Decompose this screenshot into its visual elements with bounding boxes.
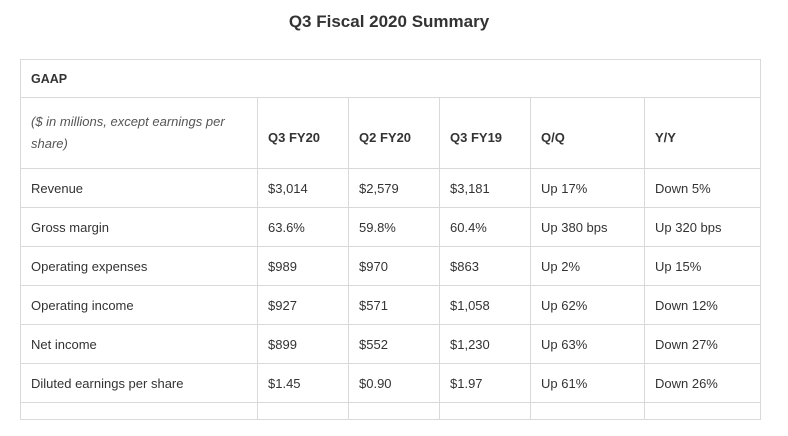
table-cell: $863 [439, 246, 531, 286]
table-cell: Down 5% [643, 168, 762, 208]
table-cell: $1,230 [439, 324, 531, 364]
summary-table: GAAP ($ in millions, except earnings per… [19, 59, 762, 420]
column-header: Q2 FY20 [348, 97, 440, 169]
table-cell: Up 2% [530, 246, 645, 286]
empty-cell [348, 402, 440, 420]
section-header-row: GAAP [19, 59, 762, 98]
table-cell: Up 15% [643, 246, 762, 286]
column-header: Q3 FY20 [257, 97, 349, 169]
column-header: Q3 FY19 [439, 97, 531, 169]
table-row: Net income $899 $552 $1,230 Up 63% Down … [20, 324, 762, 364]
table-cell: Up 62% [530, 285, 645, 325]
table-cell: $927 [257, 285, 349, 325]
table-cell: $970 [348, 246, 440, 286]
row-label: Operating income [20, 285, 258, 325]
table-cell: $571 [348, 285, 440, 325]
table-row: Operating expenses $989 $970 $863 Up 2% … [20, 246, 762, 286]
table-cell: Up 17% [530, 168, 645, 208]
table-cell: $989 [257, 246, 349, 286]
column-header: Y/Y [643, 97, 762, 169]
table-cell: Down 26% [643, 363, 762, 403]
row-label: Net income [20, 324, 258, 364]
page-title: Q3 Fiscal 2020 Summary [288, 12, 490, 31]
row-label: Diluted earnings per share [20, 363, 258, 403]
table-cell: Up 63% [530, 324, 645, 364]
empty-cell [439, 402, 531, 420]
column-header-row: ($ in millions, except earnings per shar… [20, 97, 762, 169]
table-row: Operating income $927 $571 $1,058 Up 62%… [20, 285, 762, 325]
table-cell: $1.45 [257, 363, 349, 403]
row-label: Revenue [20, 168, 258, 208]
table-row: Revenue $3,014 $2,579 $3,181 Up 17% Down… [20, 168, 762, 208]
table-cell: Down 27% [643, 324, 762, 364]
table-cell: $2,579 [348, 168, 440, 208]
table-cell: $899 [257, 324, 349, 364]
table-row: Gross margin 63.6% 59.8% 60.4% Up 380 bp… [20, 207, 762, 247]
table-row: Diluted earnings per share $1.45 $0.90 $… [20, 363, 762, 403]
column-header: Q/Q [530, 97, 645, 169]
empty-cell [20, 402, 258, 420]
table-cell: 63.6% [257, 207, 349, 247]
table-cell: Up 320 bps [643, 207, 762, 247]
table-cell: Up 380 bps [530, 207, 645, 247]
row-label: Gross margin [20, 207, 258, 247]
table-cell: 59.8% [348, 207, 440, 247]
table-cell: $552 [348, 324, 440, 364]
table-cell: $1,058 [439, 285, 531, 325]
empty-cell [530, 402, 645, 420]
table-cell: Down 12% [643, 285, 762, 325]
row-label: Operating expenses [20, 246, 258, 286]
table-cell: $3,181 [439, 168, 531, 208]
table-cell: $1.97 [439, 363, 531, 403]
table-cell: $3,014 [257, 168, 349, 208]
empty-cell [643, 402, 762, 420]
unit-note: ($ in millions, except earnings per shar… [20, 97, 258, 169]
table-cell: $0.90 [348, 363, 440, 403]
empty-cell [257, 402, 349, 420]
table-cell: 60.4% [439, 207, 531, 247]
empty-table-row [20, 402, 762, 420]
section-label: GAAP [19, 59, 762, 98]
table-cell: Up 61% [530, 363, 645, 403]
